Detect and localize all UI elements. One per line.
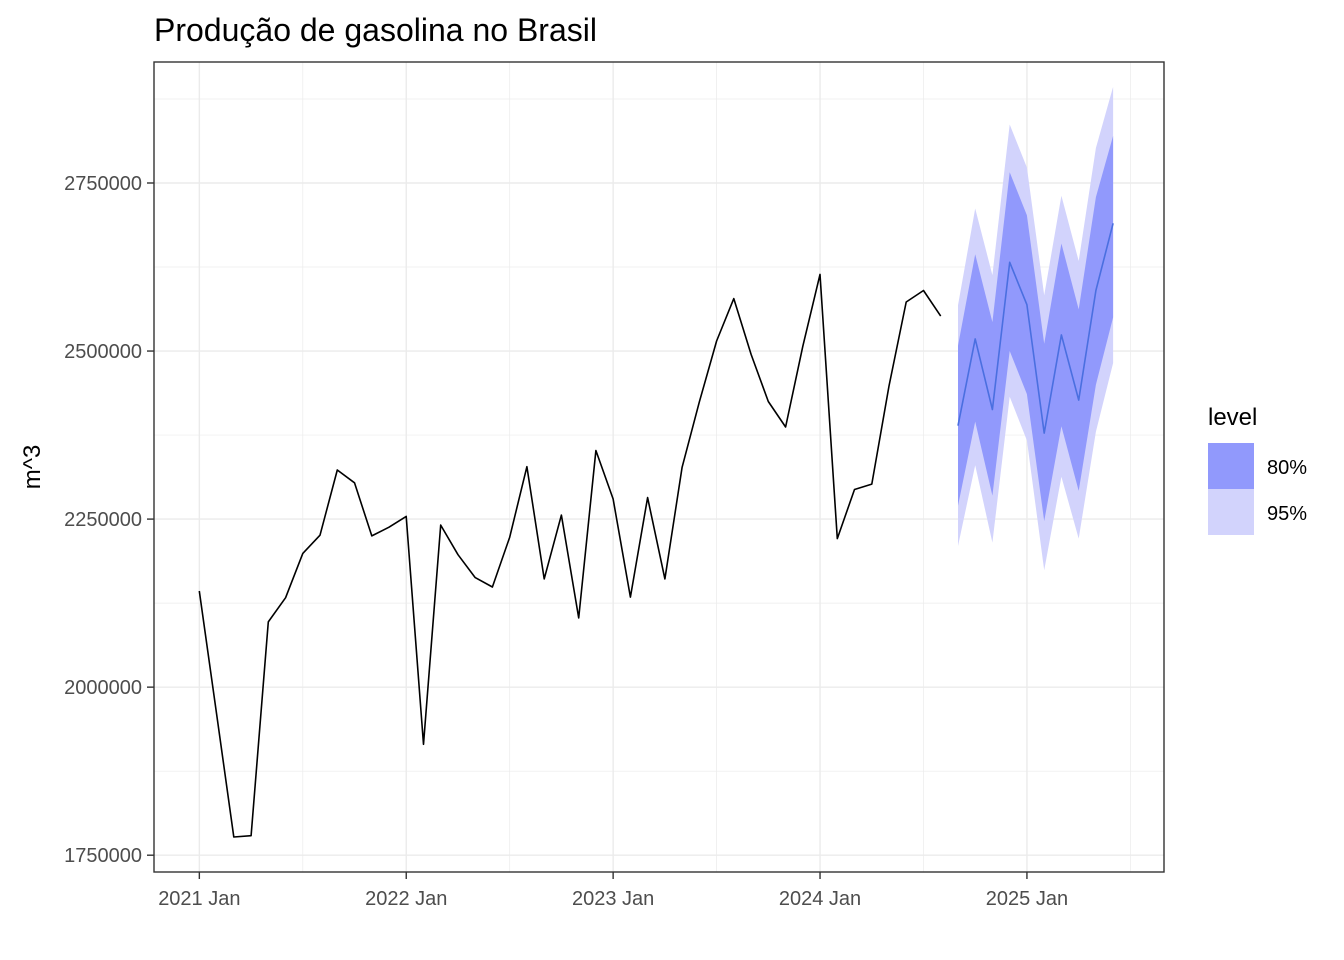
band-80 <box>958 135 1114 522</box>
y-tick-label: 2000000 <box>64 677 142 699</box>
x-tick-label: 2024 Jan <box>779 888 861 910</box>
legend-label-95: 95% <box>1267 503 1307 525</box>
legend-key-80 <box>1208 443 1254 489</box>
history-line <box>198 273 942 838</box>
forecast-bands <box>958 86 1114 571</box>
y-tick-label: 1750000 <box>64 845 142 867</box>
legend-title: level <box>1208 404 1257 431</box>
x-axis: 2021 Jan 2022 Jan 2023 Jan 2024 Jan 2025 Jan <box>158 872 1068 910</box>
forecast-mean-line <box>957 223 1114 434</box>
legend: level 80% 95% <box>1208 404 1307 535</box>
panel-border <box>153 61 1165 873</box>
x-tick-label: 2023 Jan <box>572 888 654 910</box>
x-tick-label: 2022 Jan <box>365 888 447 910</box>
y-tick-label: 2500000 <box>64 341 142 363</box>
x-tick-label: 2021 Jan <box>158 888 240 910</box>
grid-major <box>154 62 1164 872</box>
legend-label-80: 80% <box>1267 457 1307 479</box>
y-tick-label: 2750000 <box>64 173 142 195</box>
x-tick-label: 2025 Jan <box>986 888 1068 910</box>
chart-title: Produção de gasolina no Brasil <box>154 12 597 48</box>
y-axis-title: m^3 <box>19 445 46 490</box>
series-lines <box>198 223 1114 838</box>
legend-key-95 <box>1208 489 1254 535</box>
y-axis: 1750000 2000000 2250000 2500000 2750000 <box>64 173 154 867</box>
y-tick-label: 2250000 <box>64 509 142 531</box>
